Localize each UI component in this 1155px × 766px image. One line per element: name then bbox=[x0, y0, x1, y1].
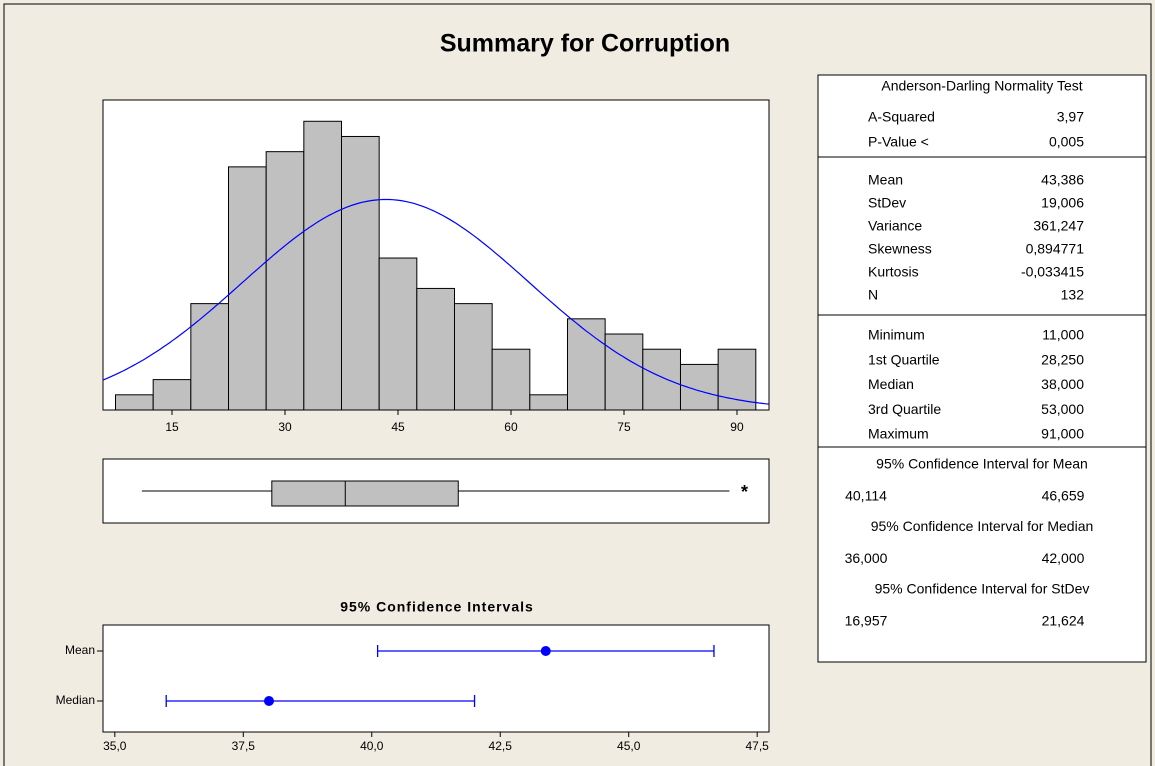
estimate bbox=[263, 696, 274, 706]
stat-label: 1st Quartile bbox=[868, 351, 940, 367]
normal-curve bbox=[102, 198, 770, 405]
stat-value: 38,000 bbox=[1041, 376, 1084, 392]
bar bbox=[265, 151, 305, 411]
interval-low: 16,957 bbox=[845, 613, 888, 629]
stat-value: 361,247 bbox=[1033, 218, 1084, 234]
x-tick-label: 30 bbox=[278, 420, 292, 434]
stat-value: 0,005 bbox=[1049, 134, 1084, 150]
interval-low: 40,114 bbox=[845, 488, 887, 504]
stat-value: 19,006 bbox=[1041, 195, 1084, 211]
bar bbox=[190, 303, 230, 411]
stat-label: Median bbox=[868, 376, 914, 392]
bar bbox=[378, 257, 418, 411]
stat-label: StDev bbox=[868, 195, 906, 211]
x-tick-label: 35,0 bbox=[103, 739, 127, 753]
bar bbox=[340, 135, 380, 411]
interval-low: 36,000 bbox=[845, 550, 888, 566]
bar bbox=[717, 348, 757, 411]
x-tick-label: 75 bbox=[617, 420, 631, 434]
stat-value: 28,250 bbox=[1041, 351, 1084, 367]
stat-value: 132 bbox=[1061, 287, 1085, 303]
bar bbox=[115, 394, 154, 411]
bar bbox=[642, 348, 681, 411]
x-tick-label: 60 bbox=[504, 420, 518, 434]
stat-label: Kurtosis bbox=[868, 264, 919, 280]
x-tick-label: 90 bbox=[730, 420, 744, 434]
x-tick-label: 37,5 bbox=[232, 739, 256, 753]
x-tick-label: 15 bbox=[165, 420, 179, 434]
stat-value: 0,894771 bbox=[1026, 241, 1085, 257]
estimate bbox=[540, 646, 551, 656]
interval-heading: 95% Confidence Interval for StDev bbox=[875, 581, 1090, 597]
bar bbox=[453, 303, 493, 411]
outlier: * bbox=[741, 482, 748, 502]
stat-value: 3,97 bbox=[1057, 109, 1084, 125]
x-tick-label: 40,0 bbox=[360, 739, 384, 753]
bar bbox=[228, 166, 267, 411]
bar bbox=[529, 394, 568, 411]
stat-label: Mean bbox=[868, 172, 903, 188]
stat-value: -0,033415 bbox=[1021, 264, 1084, 280]
stat-label: Maximum bbox=[868, 426, 929, 442]
stat-label: Minimum bbox=[868, 327, 925, 343]
bar bbox=[152, 379, 192, 411]
stat-label: Variance bbox=[868, 218, 922, 234]
table-title: Anderson-Darling Normality Test bbox=[881, 78, 1082, 94]
bar bbox=[491, 348, 531, 411]
stat-label: P-Value < bbox=[868, 134, 929, 150]
stat-value: 43,386 bbox=[1041, 172, 1084, 188]
stat-label: A-Squared bbox=[868, 109, 935, 125]
interval-high: 42,000 bbox=[1042, 550, 1085, 566]
bar bbox=[416, 287, 455, 411]
stat-value: 11,000 bbox=[1042, 327, 1084, 343]
stat-label: 3rd Quartile bbox=[868, 401, 941, 417]
interval-heading: 95% Confidence Interval for Median bbox=[871, 518, 1094, 534]
stats-table bbox=[817, 74, 1147, 663]
x-tick-label: 42,5 bbox=[489, 739, 513, 753]
bar bbox=[604, 333, 644, 411]
y-tick-label: Median bbox=[56, 693, 95, 707]
interval-title: 95% Confidence Intervals bbox=[340, 599, 534, 615]
x-tick-label: 47,5 bbox=[746, 739, 770, 753]
x-tick-label: 45 bbox=[391, 420, 405, 434]
stat-label: Skewness bbox=[868, 241, 932, 257]
bar bbox=[566, 318, 606, 411]
interval-heading: 95% Confidence Interval for Mean bbox=[876, 456, 1088, 472]
stat-value: 53,000 bbox=[1041, 401, 1084, 417]
chart-title: Summary for Corruption bbox=[440, 30, 730, 58]
stat-label: N bbox=[868, 287, 878, 303]
interval-panel bbox=[102, 624, 770, 733]
bar bbox=[303, 120, 342, 411]
stat-value: 91,000 bbox=[1041, 426, 1084, 442]
y-tick-label: Mean bbox=[65, 643, 95, 657]
interval-high: 46,659 bbox=[1042, 488, 1085, 504]
x-tick-label: 45,0 bbox=[617, 739, 641, 753]
box bbox=[271, 480, 459, 507]
interval-high: 21,624 bbox=[1042, 613, 1085, 629]
